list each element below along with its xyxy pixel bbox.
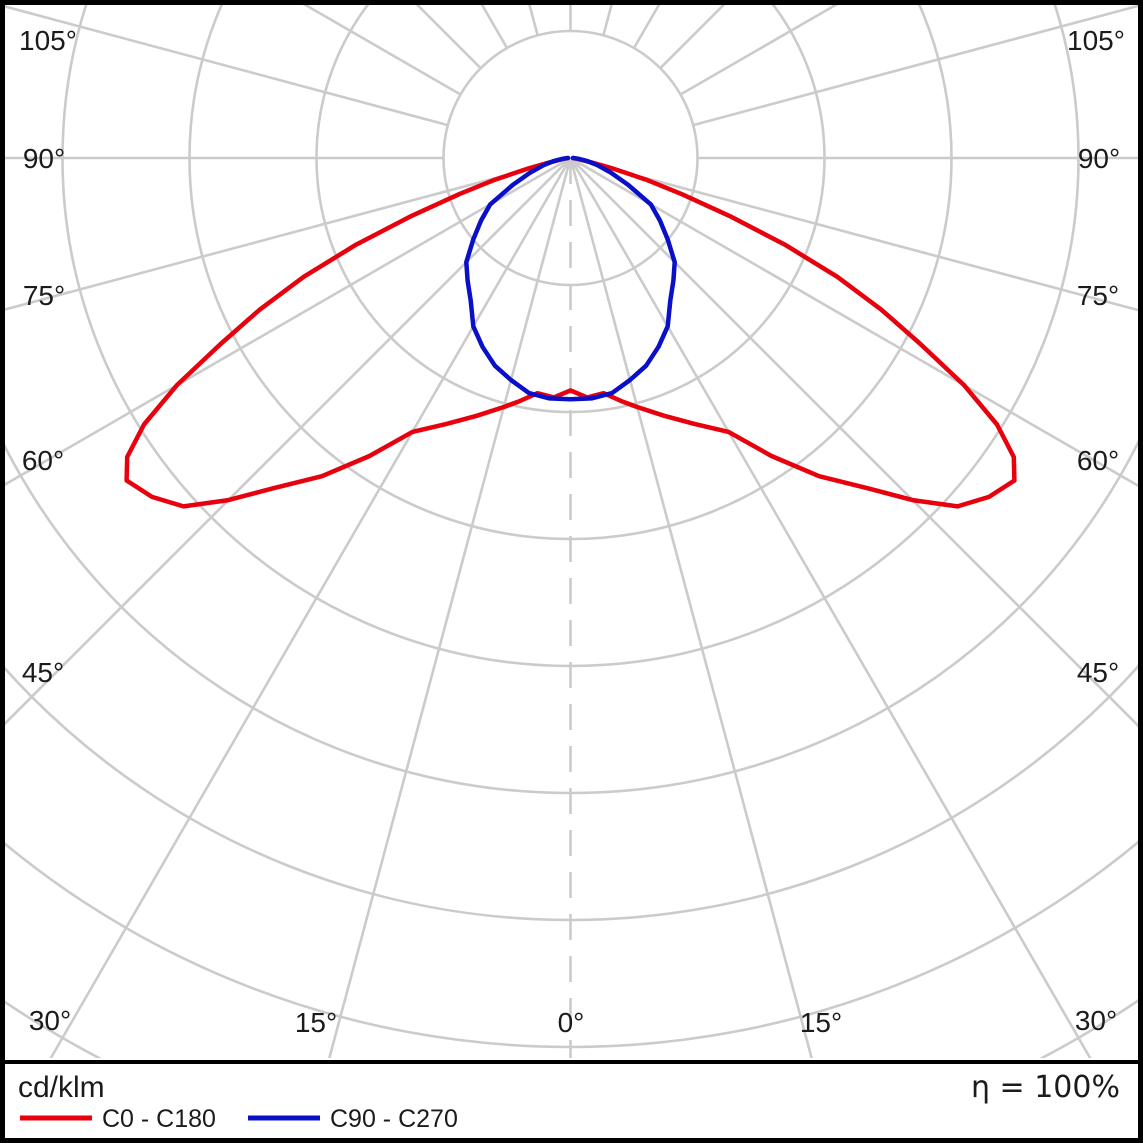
curve-c90-c270 xyxy=(464,155,677,402)
angle-label: 15° xyxy=(800,1007,842,1038)
grid-ray xyxy=(5,156,571,311)
angle-label: 45° xyxy=(22,657,64,688)
angle-label: 15° xyxy=(295,1007,337,1038)
angle-label: 60° xyxy=(1077,445,1119,476)
grid-ray xyxy=(5,5,449,127)
grid-ray xyxy=(327,157,572,1058)
grid-ray xyxy=(569,157,1092,1058)
grid-ray xyxy=(602,5,613,36)
legend-label-c90-c270: C90 - C270 xyxy=(330,1105,458,1133)
angle-label: 30° xyxy=(1075,1005,1117,1036)
efficiency-label: η = 100% xyxy=(971,1070,1120,1105)
angle-label: 45° xyxy=(1077,657,1119,688)
grid-ray xyxy=(5,157,572,726)
angle-label: 60° xyxy=(22,445,64,476)
grid-ray xyxy=(569,156,1138,488)
legend-label-c0-c180: C0 - C180 xyxy=(102,1105,216,1133)
grid-ray xyxy=(692,5,1138,127)
angle-label: 75° xyxy=(1077,280,1119,311)
curve-c0-c180 xyxy=(124,155,1017,509)
angle-label: 105° xyxy=(19,25,77,56)
angle-label: 105° xyxy=(1067,25,1125,56)
grid-ray xyxy=(5,156,572,486)
unit-label: cd/klm xyxy=(18,1071,105,1104)
curves-group xyxy=(124,155,1017,509)
grid-ray xyxy=(528,5,539,36)
angle-label: 0° xyxy=(558,1007,585,1038)
angle-label: 90° xyxy=(23,143,65,174)
angle-label: 90° xyxy=(1078,143,1120,174)
angle-labels-group: 105° 90° 75° 60° 45° 30° 15° 0° 15° 30° 105° 90° 75°… xyxy=(19,25,1125,1038)
grid-ray xyxy=(570,156,1138,312)
angle-label: 75° xyxy=(23,280,65,311)
angle-label: 30° xyxy=(29,1005,71,1036)
grid-ray xyxy=(569,157,814,1058)
grid-ray xyxy=(569,157,1138,728)
grid-ray xyxy=(49,157,572,1058)
